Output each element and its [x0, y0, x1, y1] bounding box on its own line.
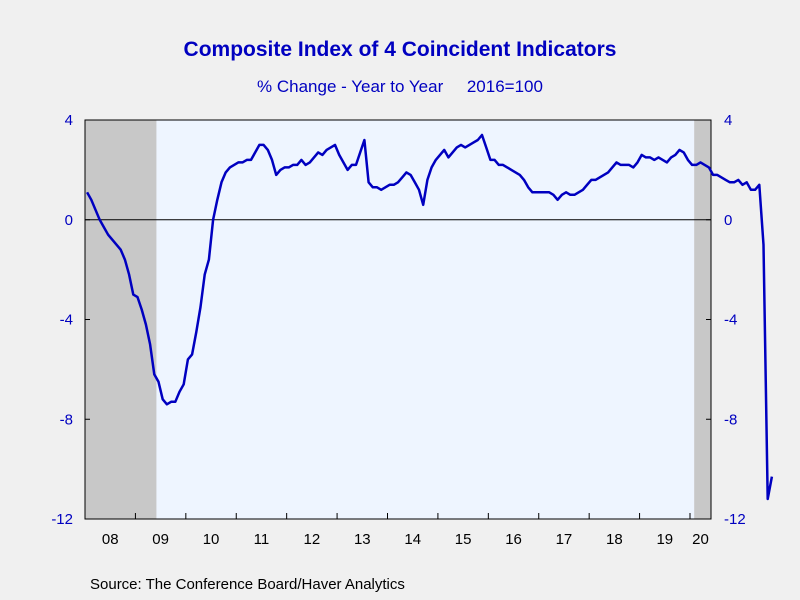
- x-tick-label: 11: [254, 531, 270, 548]
- x-tick-label: 09: [152, 531, 169, 548]
- x-tick-label: 08: [102, 531, 119, 548]
- x-tick-label: 16: [505, 531, 522, 548]
- x-tick-label: 20: [692, 531, 709, 548]
- y2-tick-label: -8: [724, 411, 737, 428]
- y-tick-label: -12: [51, 511, 73, 528]
- chart-subtitle: % Change - Year to Year 2016=100: [257, 77, 543, 96]
- y2-tick-label: 0: [724, 212, 732, 229]
- chart-title: Composite Index of 4 Coincident Indicato…: [183, 38, 617, 61]
- x-tick-label: 12: [304, 531, 321, 548]
- x-tick-label: 14: [404, 531, 421, 548]
- source-note: Source: The Conference Board/Haver Analy…: [90, 576, 405, 593]
- series-line-1: [86, 133, 774, 501]
- x-tick-label: 19: [656, 531, 673, 548]
- x-tick-label: 15: [455, 531, 472, 548]
- y2-tick-label: -12: [724, 511, 746, 528]
- x-tick-label: 18: [606, 531, 623, 548]
- y2-tick-label: 4: [724, 112, 732, 129]
- y-tick-label: 4: [65, 112, 73, 129]
- y-tick-label: 0: [65, 212, 73, 229]
- plot-area: [85, 120, 711, 519]
- y-tick-label: -8: [60, 411, 73, 428]
- y-tick-label: -4: [60, 312, 73, 329]
- y2-tick-label: -4: [724, 312, 737, 329]
- x-tick-label: 13: [354, 531, 371, 548]
- x-tick-label: 10: [203, 531, 220, 548]
- x-tick-label: 17: [556, 531, 573, 548]
